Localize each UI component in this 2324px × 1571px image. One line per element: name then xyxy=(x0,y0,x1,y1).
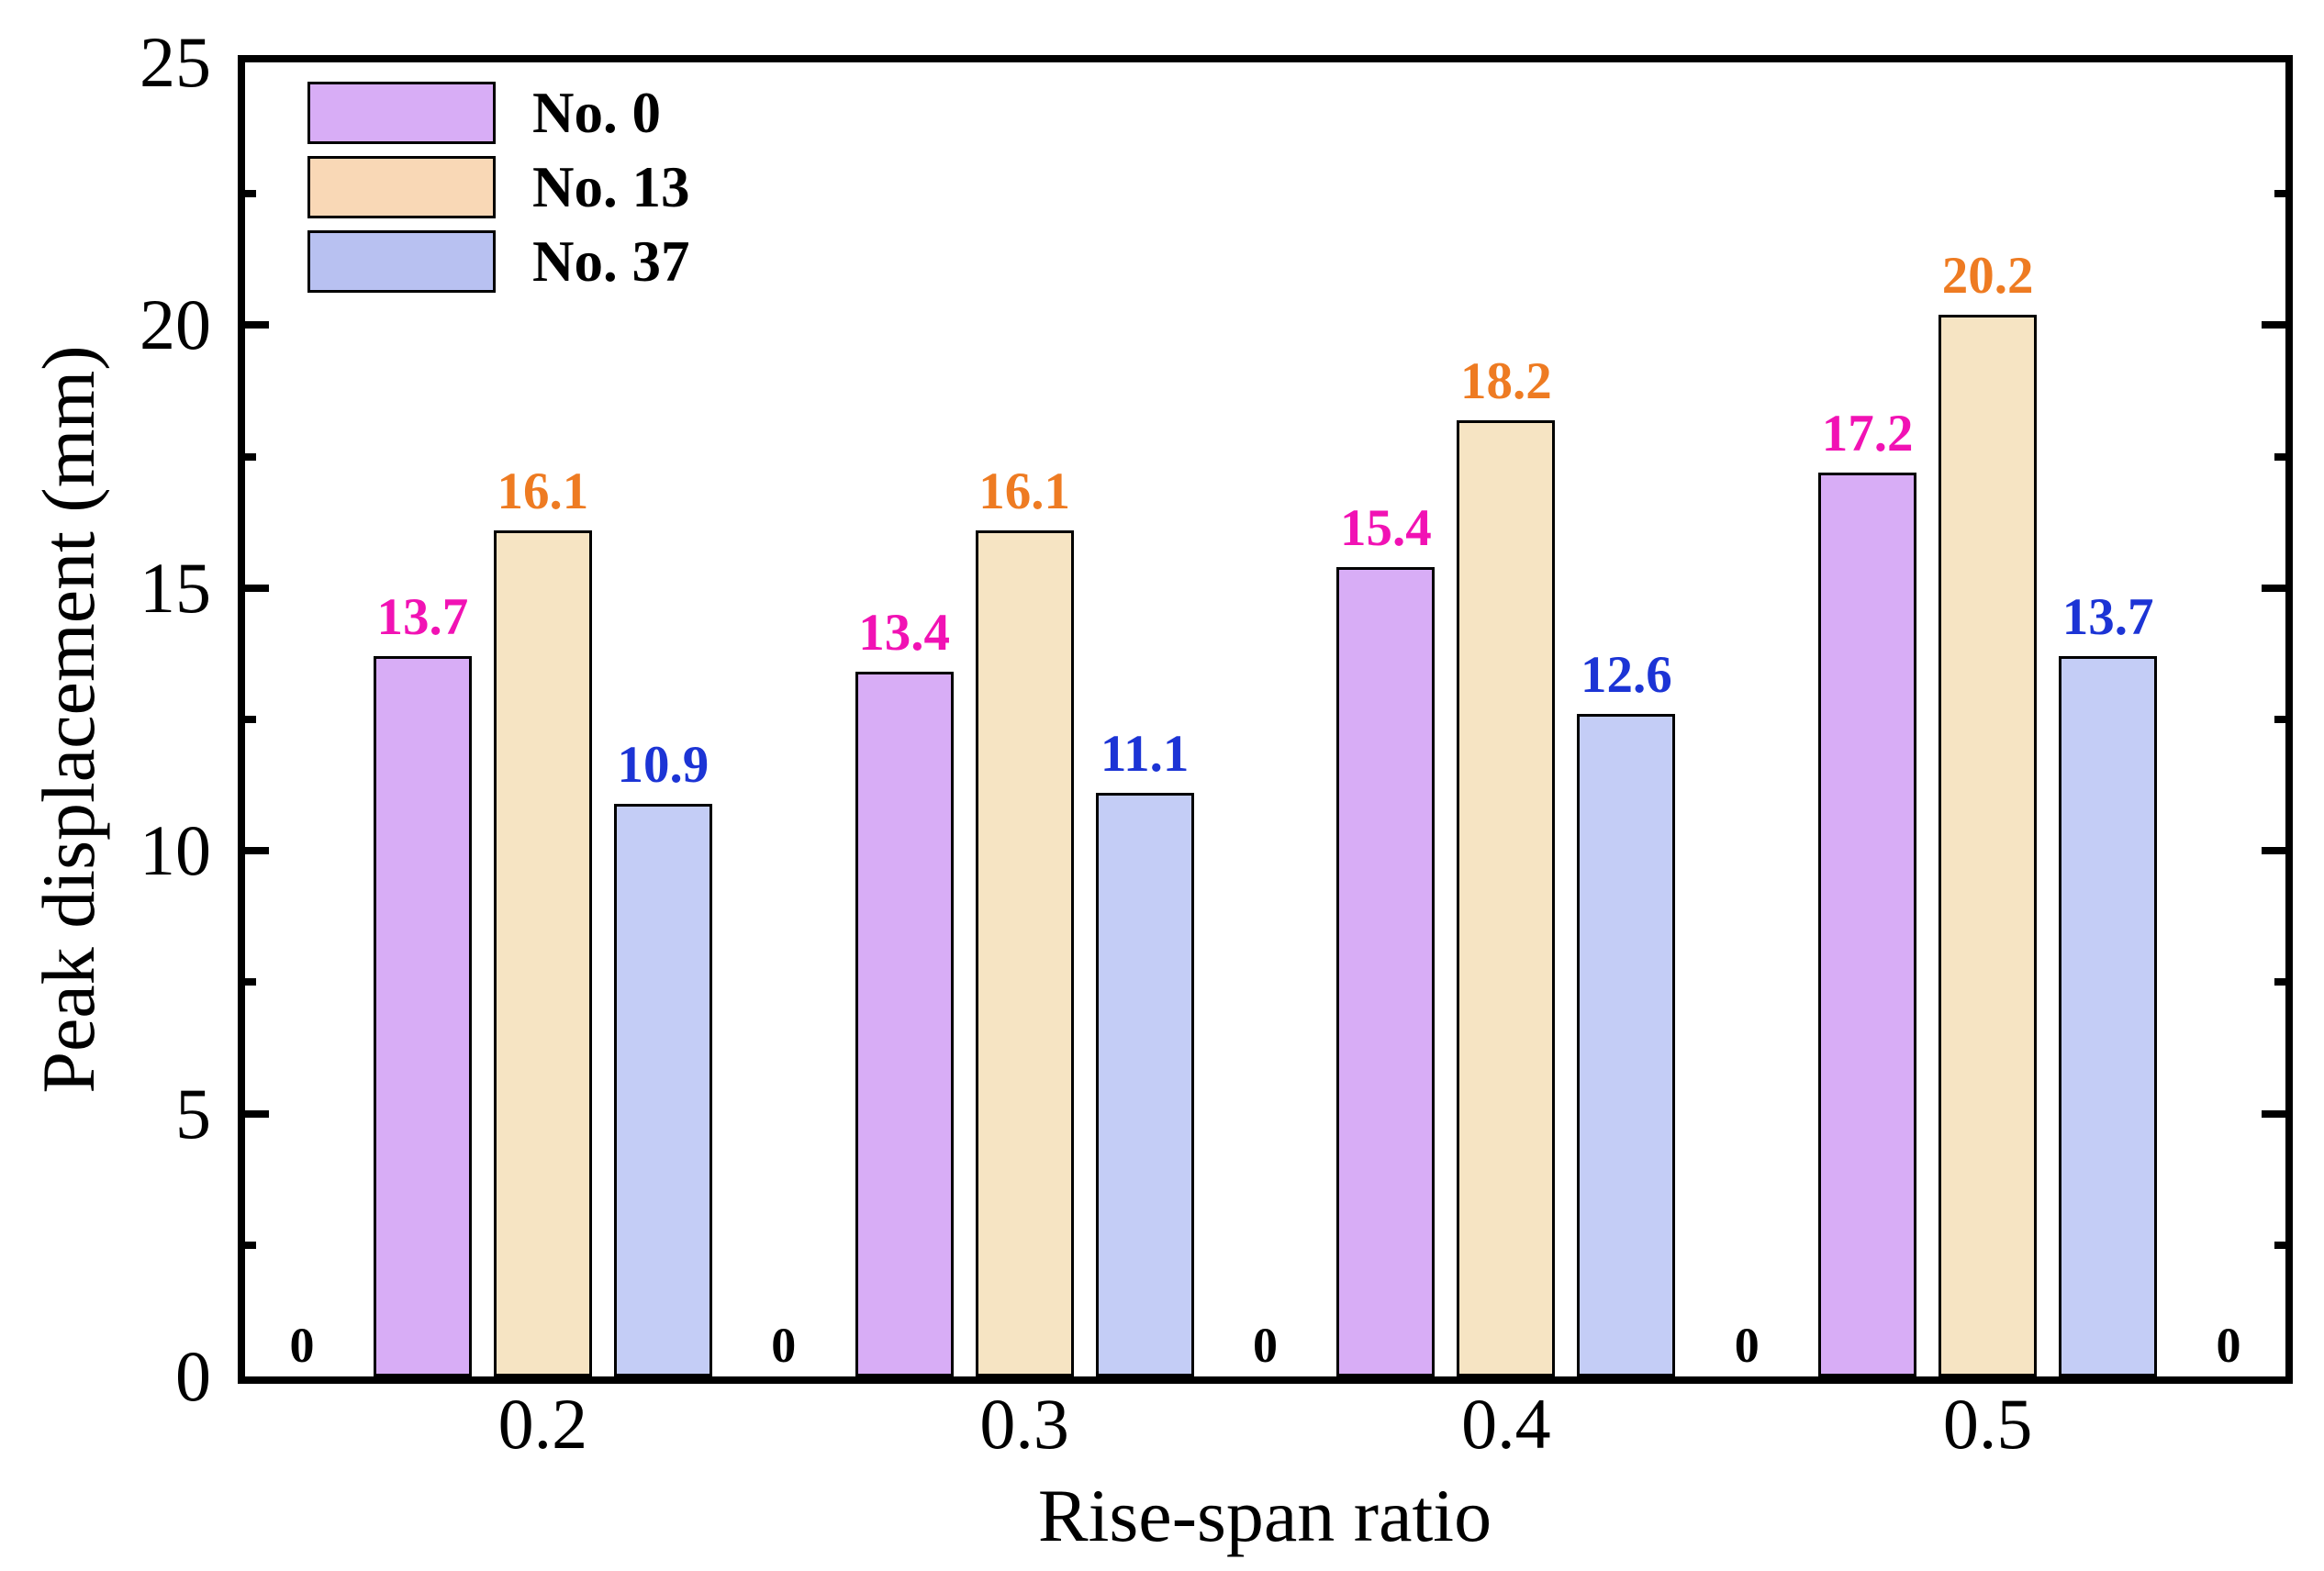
plot-frame xyxy=(238,55,2293,1384)
x-tick-label: 0.3 xyxy=(979,1384,1069,1464)
bar-no37-x0.5 xyxy=(2059,656,2158,1376)
y-minor-tick-right xyxy=(2274,716,2285,723)
y-tick-label: 15 xyxy=(140,547,211,628)
bar-no13-x0.5 xyxy=(1939,314,2038,1376)
y-major-tick-right xyxy=(2262,321,2285,329)
baseline-zero-label: 0 xyxy=(1734,1318,1760,1373)
y-minor-tick-left xyxy=(245,716,256,723)
y-tick-label: 10 xyxy=(140,810,211,891)
y-minor-tick-right xyxy=(2274,978,2285,986)
bar-no37-x0.2 xyxy=(613,803,712,1376)
y-major-tick-right xyxy=(2262,1109,2285,1118)
legend-swatch xyxy=(307,230,496,293)
y-tick-label: 5 xyxy=(175,1073,211,1153)
bar-no13-x0.2 xyxy=(493,529,592,1376)
bar-value-label: 11.1 xyxy=(1100,725,1190,784)
legend: No. 0 No. 13 No. 37 xyxy=(307,82,690,305)
legend-item-no37: No. 37 xyxy=(307,230,690,293)
y-major-tick-left xyxy=(245,321,269,329)
y-major-tick-left xyxy=(245,584,269,592)
plot-area: 13.7 13.4 15.4 17.2 16.1 16.1 18.2 20.2 10.9 11.1… xyxy=(245,62,2285,1376)
baseline-zero-label: 0 xyxy=(289,1318,315,1373)
bar-value-label: 17.2 xyxy=(1821,404,1914,462)
y-minor-tick-left xyxy=(245,1241,256,1249)
x-tick-label: 0.5 xyxy=(1942,1384,2033,1464)
legend-label: No. 13 xyxy=(532,155,690,219)
y-tick-label: 25 xyxy=(140,22,211,102)
bar-value-label: 13.7 xyxy=(376,588,469,647)
y-minor-tick-right xyxy=(2274,452,2285,461)
y-minor-tick-left xyxy=(245,978,256,986)
y-axis-title: Peak displacement (mm) xyxy=(27,345,110,1094)
bar-no0-x0.5 xyxy=(1818,472,1917,1376)
y-minor-tick-left xyxy=(245,452,256,461)
bar-no0-x0.3 xyxy=(855,672,954,1376)
baseline-zero-label: 0 xyxy=(771,1318,797,1373)
x-axis-title: Rise-span ratio xyxy=(1037,1474,1492,1557)
x-tick-label: 0.2 xyxy=(497,1384,588,1464)
bar-value-label: 15.4 xyxy=(1340,498,1432,557)
bar-value-label: 10.9 xyxy=(617,735,709,794)
bar-value-label: 13.7 xyxy=(2061,588,2154,647)
baseline-zero-label: 0 xyxy=(2216,1318,2241,1373)
bar-value-label: 16.1 xyxy=(978,462,1070,520)
y-tick-label: 0 xyxy=(175,1336,211,1416)
y-minor-tick-right xyxy=(2274,1241,2285,1249)
legend-swatch xyxy=(307,82,496,144)
bar-no13-x0.3 xyxy=(975,529,1074,1376)
y-major-tick-right xyxy=(2262,584,2285,592)
bar-no37-x0.3 xyxy=(1095,793,1194,1376)
y-minor-tick-right xyxy=(2274,190,2285,198)
y-minor-tick-left xyxy=(245,190,256,198)
y-major-tick-left xyxy=(245,1109,269,1118)
x-tick-label: 0.4 xyxy=(1461,1384,1551,1464)
legend-item-no13: No. 13 xyxy=(307,156,690,218)
y-tick-label: 20 xyxy=(140,284,211,365)
legend-label: No. 0 xyxy=(532,81,661,145)
y-major-tick-right xyxy=(2262,847,2285,855)
y-major-tick-left xyxy=(245,847,269,855)
bar-no0-x0.4 xyxy=(1336,566,1436,1376)
bar-no0-x0.2 xyxy=(373,656,472,1376)
bar-value-label: 16.1 xyxy=(497,462,589,520)
bar-value-label: 13.4 xyxy=(858,604,950,663)
bar-value-label: 18.2 xyxy=(1460,351,1552,410)
baseline-zero-label: 0 xyxy=(1253,1318,1278,1373)
bar-no37-x0.4 xyxy=(1577,714,1676,1376)
legend-item-no0: No. 0 xyxy=(307,82,690,144)
legend-swatch xyxy=(307,156,496,218)
bar-value-label: 20.2 xyxy=(1941,246,2034,305)
legend-label: No. 37 xyxy=(532,229,690,294)
bar-value-label: 12.6 xyxy=(1581,646,1672,705)
bar-no13-x0.4 xyxy=(1457,419,1556,1376)
